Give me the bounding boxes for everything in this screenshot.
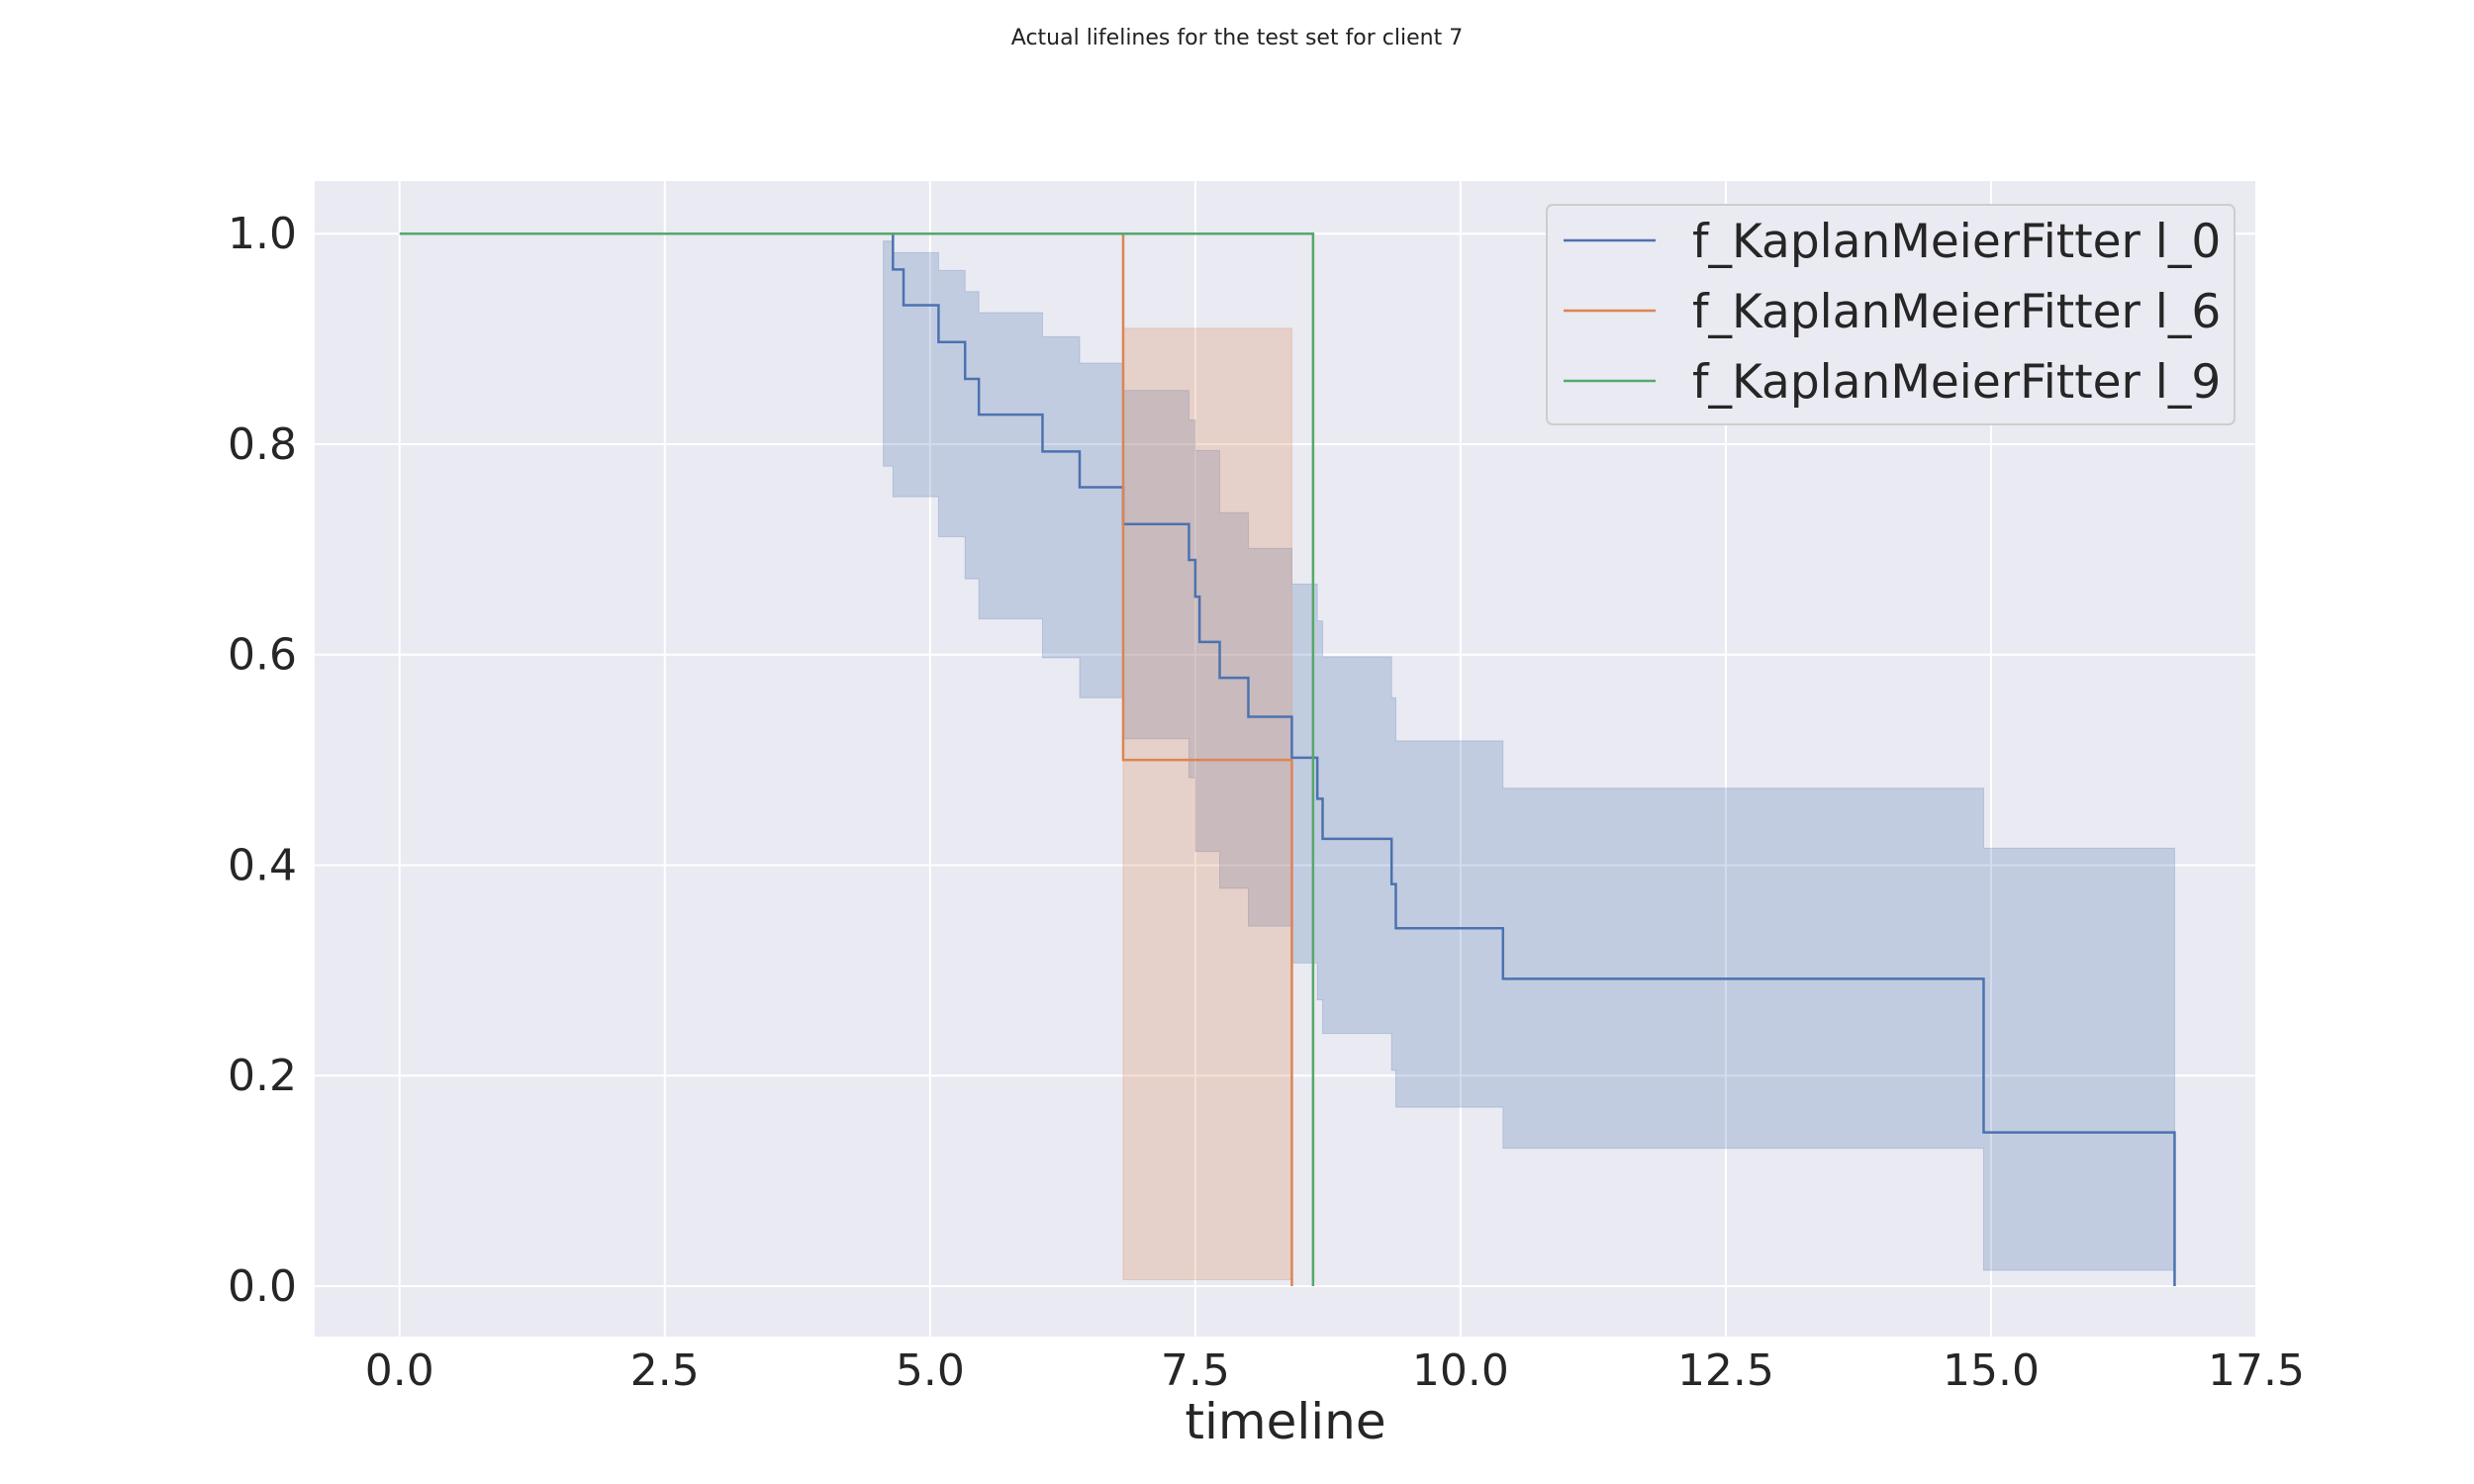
y-tick-label: 0.0 [228,1261,297,1312]
survival-line-0 [883,232,2176,1286]
x-tick-label: 10.0 [1412,1345,1509,1396]
x-tick-label: 2.5 [630,1345,700,1396]
y-tick-label: 0.6 [228,630,297,681]
x-tick-label: 12.5 [1677,1345,1774,1396]
survival-line-2 [399,232,1315,1286]
survival-line-1 [1121,233,1293,1286]
survival-lines [399,232,2176,1286]
y-tick-label: 0.8 [228,419,297,470]
legend-box [1546,204,2236,425]
legend: f_KaplanMeierFitter l_0 f_KaplanMeierFitt… [1546,204,2236,425]
y-ticks: 0.0 0.2 0.4 0.6 0.8 1.0 [228,209,297,1312]
x-axis-label: timeline [1185,1393,1385,1450]
chart-title: Actual lifelines for the test set for cl… [1010,26,1464,50]
x-tick-label: 5.0 [896,1345,965,1396]
legend-label: f_KaplanMeierFitter l_0 [1692,215,2221,269]
y-tick-label: 0.4 [228,840,297,890]
confidence-band-1 [1122,327,1292,1281]
legend-label: f_KaplanMeierFitter l_9 [1692,355,2221,410]
x-ticks: 0.0 2.5 5.0 7.5 10.0 12.5 15.0 17.5 [365,1345,2305,1396]
legend-label: f_KaplanMeierFitter l_6 [1692,285,2221,339]
y-tick-label: 0.2 [228,1051,297,1101]
x-tick-label: 17.5 [2208,1345,2305,1396]
y-tick-label: 1.0 [228,209,297,259]
x-tick-label: 7.5 [1161,1345,1230,1396]
x-tick-label: 15.0 [1943,1345,2040,1396]
x-tick-label: 0.0 [365,1345,434,1396]
